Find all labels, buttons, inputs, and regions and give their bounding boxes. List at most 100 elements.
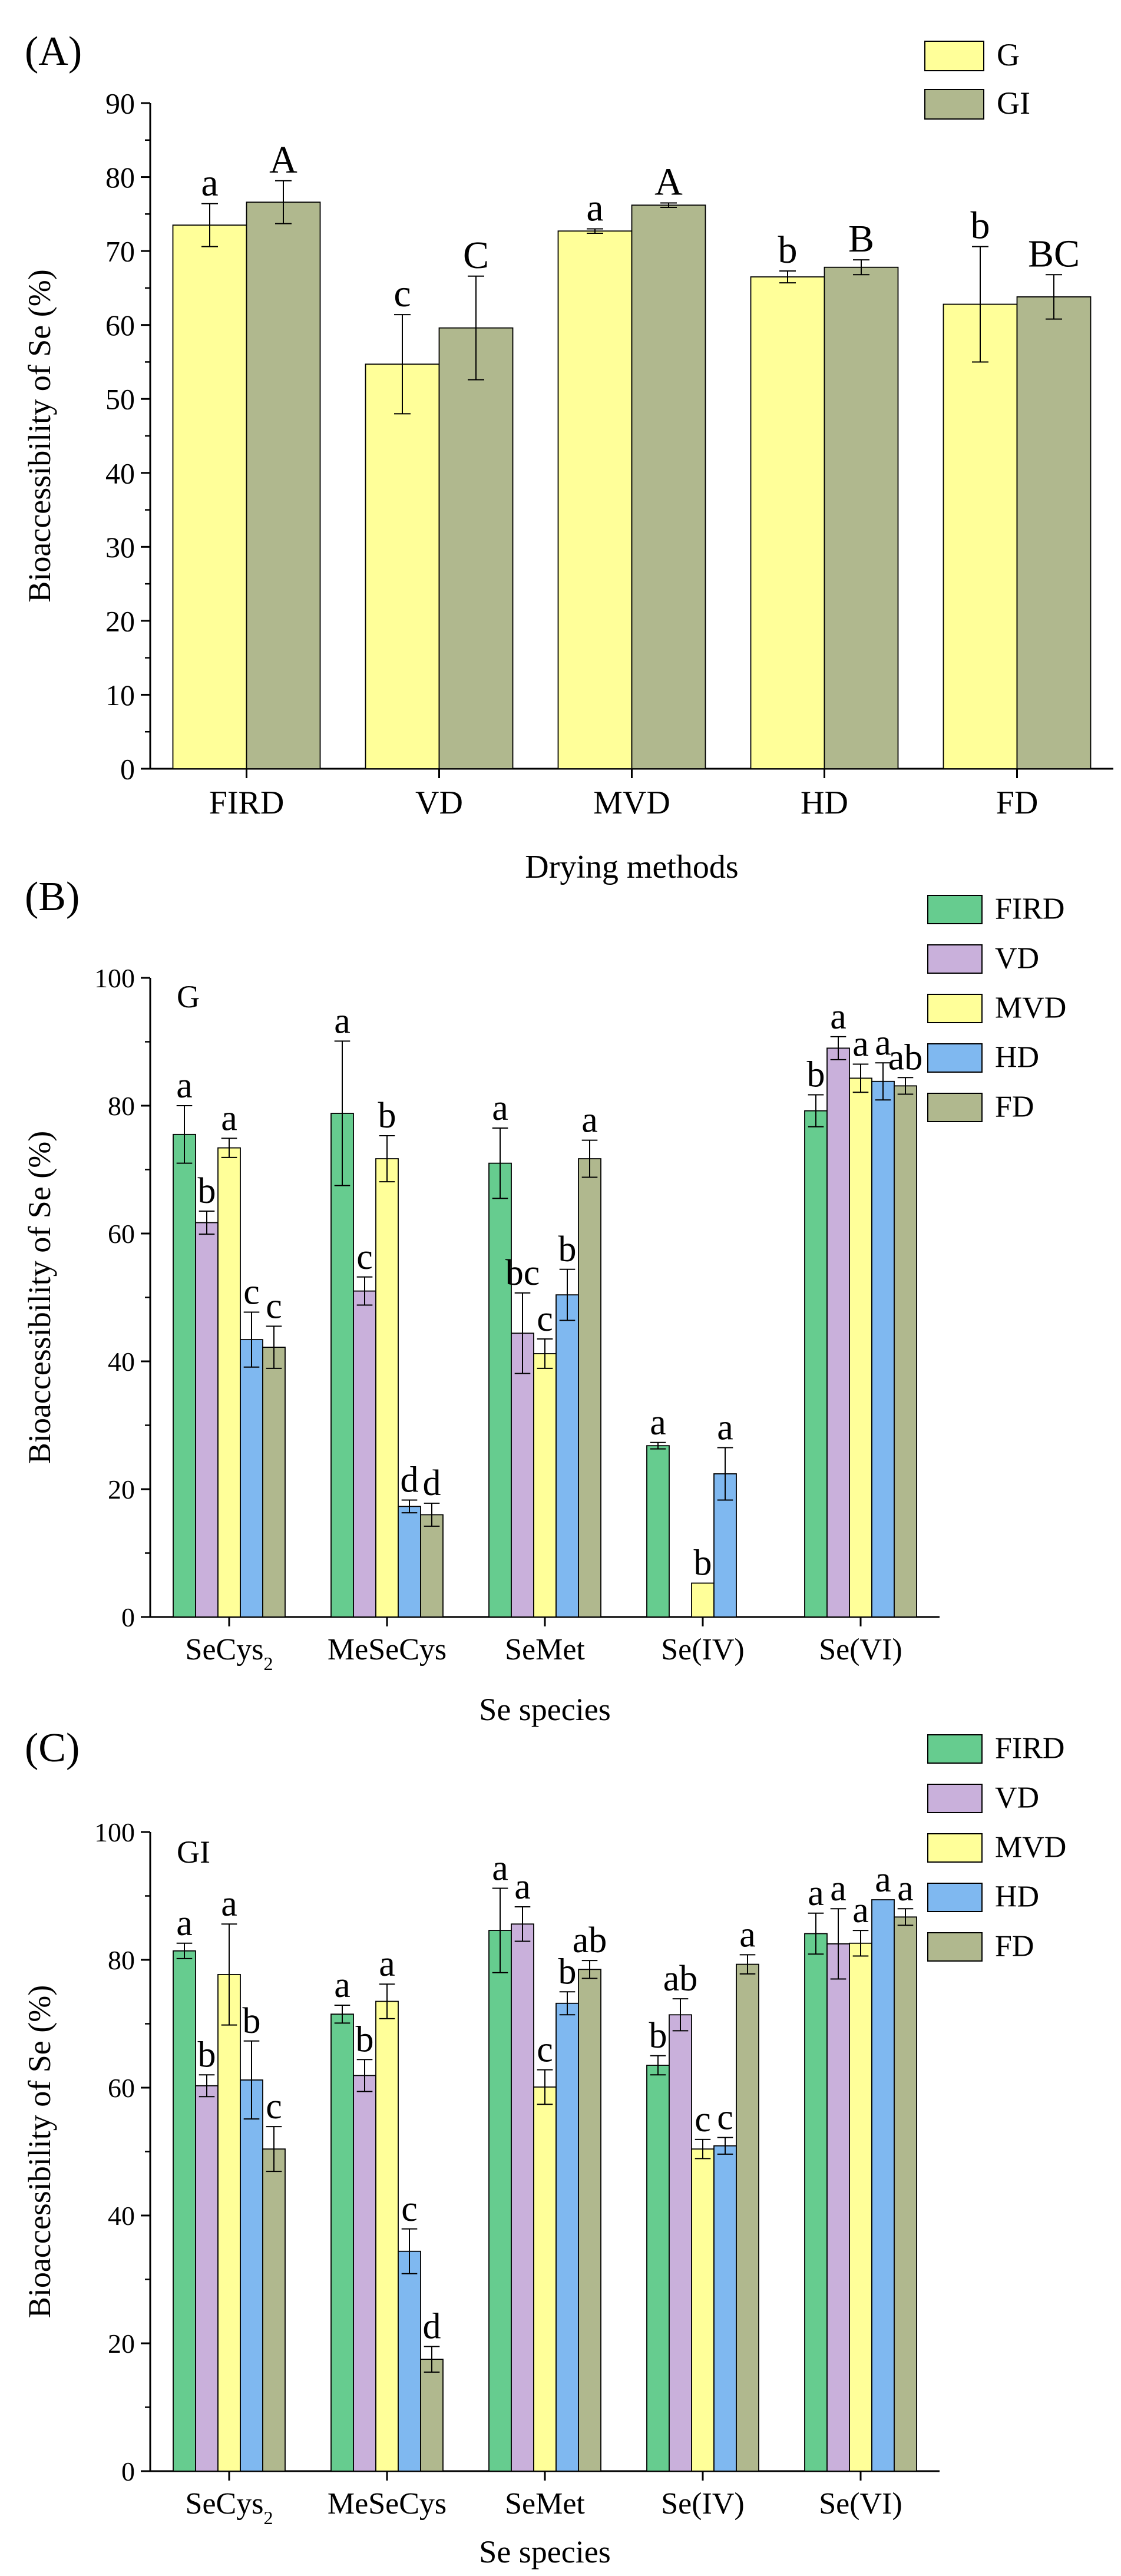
panel-b-bar xyxy=(240,1339,263,1618)
panel-b-significance-label: a xyxy=(334,1001,350,1041)
panel-b-legend-swatch xyxy=(927,944,983,974)
panel-b-significance-label: a xyxy=(581,1100,598,1140)
panel-a-significance-label: b xyxy=(778,229,798,272)
panel-c-significance-label: b xyxy=(558,1952,577,1992)
panel-a-bar xyxy=(365,363,440,769)
panel-a-bar xyxy=(438,327,514,769)
panel-b-bar xyxy=(353,1290,376,1618)
panel-c-legend-swatch xyxy=(927,1784,983,1813)
panel-b-significance-label: b xyxy=(807,1055,825,1095)
panel-b-bar xyxy=(173,1133,196,1618)
panel-b-bar xyxy=(849,1077,872,1618)
panel-a-y-tick-label: 10 xyxy=(105,679,135,712)
panel-a-bar xyxy=(824,266,899,769)
panel-b-significance-label: a xyxy=(852,1024,869,1064)
panel-b-significance-label: bc xyxy=(505,1253,540,1293)
panel-a-x-tick-label: FD xyxy=(996,785,1039,821)
panel-c-legend-swatch xyxy=(927,1734,983,1764)
panel-c-x-tick-label: MeSeCys xyxy=(328,2487,447,2521)
panel-a-y-tick-label: 50 xyxy=(105,383,135,416)
panel-c-chart: (C) GI 0 20 40 60 80 100 Bioaccessibility of Se … xyxy=(22,1725,1066,2570)
panel-c-significance-label: c xyxy=(266,2086,282,2127)
panel-b-x-tick-label: Se(VI) xyxy=(819,1633,902,1666)
panel-b-bar xyxy=(420,1514,444,1618)
panel-c-bar xyxy=(871,1899,895,2472)
panel-c-significance-label: a xyxy=(379,1944,395,1984)
panel-b-bar xyxy=(894,1085,917,1618)
panel-b-significance-label: d xyxy=(401,1460,419,1500)
panel-c-significance-label: b xyxy=(198,2035,216,2075)
panel-a-significance-label: A xyxy=(269,138,297,181)
panel-b-significance-label: a xyxy=(717,1407,733,1447)
panel-a-significance-label: c xyxy=(393,272,411,315)
panel-a-significance-label: B xyxy=(848,217,874,260)
panel-b-legend-swatch xyxy=(927,1043,983,1073)
panel-b-significance-label: c xyxy=(266,1286,282,1326)
panel-a-label: (A) xyxy=(25,29,82,74)
panel-b-significance-label: a xyxy=(176,1066,193,1106)
panel-b-y-tick-label: 100 xyxy=(94,963,135,993)
panel-c-bar xyxy=(713,2145,737,2472)
panel-c-significance-label: ab xyxy=(663,1959,698,1999)
panel-a-legend-swatch xyxy=(924,89,984,120)
panel-a-bar xyxy=(246,201,321,769)
panel-b-significance-label: c xyxy=(243,1272,260,1312)
panel-b-significance-label: a xyxy=(492,1088,508,1128)
panel-a-y-tick-label: 70 xyxy=(105,235,135,268)
panel-c-bar xyxy=(240,2079,263,2472)
panel-b-y-tick-label: 0 xyxy=(121,1602,135,1632)
panel-b-bar xyxy=(578,1158,601,1618)
panel-c-bar xyxy=(646,2065,670,2472)
panel-a-legend-swatch xyxy=(924,41,984,71)
panel-a-bar xyxy=(943,303,1018,769)
panel-c-bar xyxy=(894,1916,917,2472)
panel-c-bar xyxy=(804,1933,828,2472)
panel-b-legend-label: FIRD xyxy=(995,892,1064,925)
panel-c-y-tick-label: 60 xyxy=(108,2073,135,2103)
panel-b-y-axis-label: Bioaccessibility of Se (%) xyxy=(22,1131,57,1464)
panel-c-bar xyxy=(669,2014,692,2472)
panel-c-significance-label: b xyxy=(356,2019,374,2059)
panel-c-legend-label: MVD xyxy=(995,1830,1066,1864)
panel-a-y-tick-label: 20 xyxy=(105,604,135,637)
panel-c-significance-label: c xyxy=(717,2098,733,2138)
panel-c-bar xyxy=(736,1963,759,2472)
panel-b-bar xyxy=(195,1222,219,1618)
panel-c-y-axis-label: Bioaccessibility of Se (%) xyxy=(22,1985,57,2318)
panel-c-significance-label: a xyxy=(739,1914,756,1955)
panel-a-x-tick-label: VD xyxy=(415,785,463,821)
panel-c-y-tick-label: 0 xyxy=(121,2456,135,2486)
panel-c-bar xyxy=(195,2085,219,2472)
panel-a-x-tick-label: MVD xyxy=(593,785,670,821)
panel-a-bar xyxy=(750,276,825,769)
panel-c-bar xyxy=(578,1969,601,2472)
panel-b-x-axis-label: Se species xyxy=(479,1692,610,1727)
panel-b-significance-label: a xyxy=(650,1403,666,1443)
panel-c-significance-label: ab xyxy=(573,1920,607,1960)
panel-b-bar xyxy=(262,1347,286,1618)
panel-c-x-tick-label: SeCys2 xyxy=(186,2487,273,2528)
panel-c-legend-swatch xyxy=(927,1932,983,1962)
panel-a-legend-label: GI xyxy=(997,85,1030,121)
panel-b-bar xyxy=(804,1110,828,1618)
panel-c-significance-label: c xyxy=(537,2030,553,2070)
panel-b-significance-label: b xyxy=(694,1543,712,1583)
panel-a-x-tick-label: HD xyxy=(801,785,848,821)
panel-c-significance-label: a xyxy=(334,1965,350,2005)
panel-b-bar xyxy=(398,1506,421,1618)
panel-a-significance-label: A xyxy=(654,161,683,204)
panel-b-bar xyxy=(375,1158,399,1618)
panel-a-y-tick-label: 0 xyxy=(120,753,135,786)
panel-c-bar xyxy=(330,2013,354,2472)
panel-b-x-tick-label: SeMet xyxy=(505,1633,585,1666)
panel-c-bar xyxy=(849,1942,872,2472)
panel-c-bar xyxy=(555,2002,579,2472)
panel-a-bar xyxy=(631,204,706,769)
panel-c-significance-label: a xyxy=(852,1890,869,1930)
panel-a-y-tick-label: 30 xyxy=(105,531,135,564)
panel-b-significance-label: a xyxy=(221,1098,237,1138)
panel-b-significance-label: b xyxy=(378,1096,396,1136)
panel-b-bar xyxy=(330,1113,354,1618)
panel-c-y-tick-label: 80 xyxy=(108,1945,135,1975)
panel-c-legend-label: VD xyxy=(995,1781,1039,1814)
